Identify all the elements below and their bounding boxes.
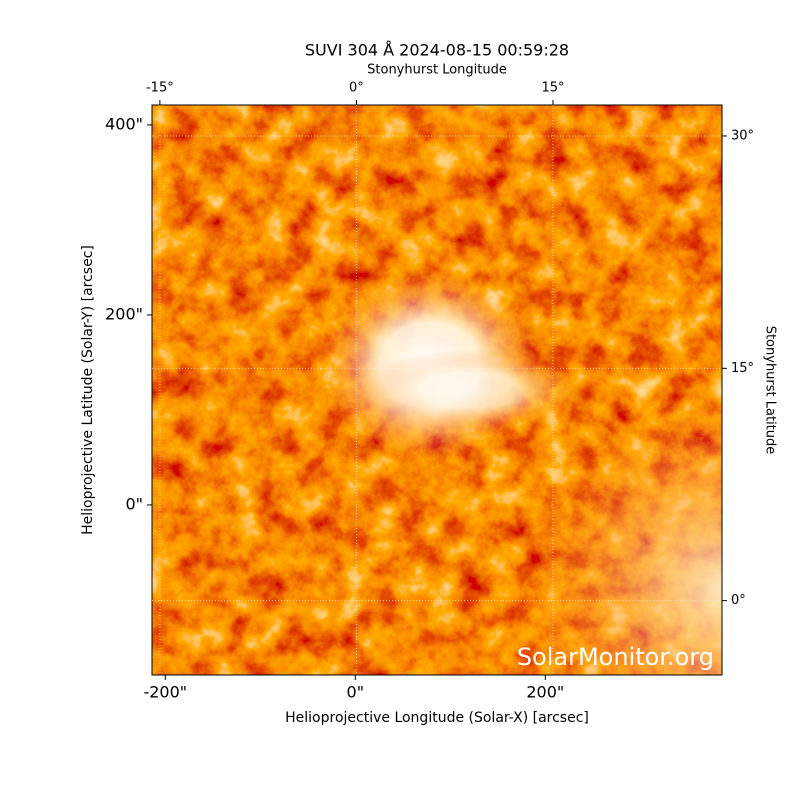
watermark: SolarMonitor.org (517, 643, 714, 671)
plot-frame (151, 104, 723, 676)
y-tick-label: 400" (105, 114, 143, 133)
chart-title: SUVI 304 Å 2024-08-15 00:59:28 (305, 41, 569, 60)
y-tick-label: 200" (105, 304, 143, 323)
y-tick-label: 0" (125, 494, 143, 513)
x-tick-label: 200" (526, 683, 564, 702)
top-tick-label: 0° (349, 81, 364, 96)
right-tick-label: 0° (731, 593, 746, 608)
x-tick-label: 0" (347, 683, 365, 702)
x-axis-label: Helioprojective Longitude (Solar-X) [arc… (285, 710, 589, 726)
y-axis-label: Helioprojective Latitude (Solar-Y) [arcs… (80, 245, 96, 535)
x-tick-label: -200" (143, 683, 187, 702)
top-axis-label: Stonyhurst Longitude (367, 63, 507, 78)
top-tick-label: 15° (541, 81, 564, 96)
top-tick-label: -15° (146, 81, 174, 96)
right-tick-label: 15° (731, 361, 754, 376)
right-axis-label: Stonyhurst Latitude (763, 326, 778, 455)
solar-image (152, 105, 722, 675)
right-tick-label: 30° (731, 128, 754, 143)
